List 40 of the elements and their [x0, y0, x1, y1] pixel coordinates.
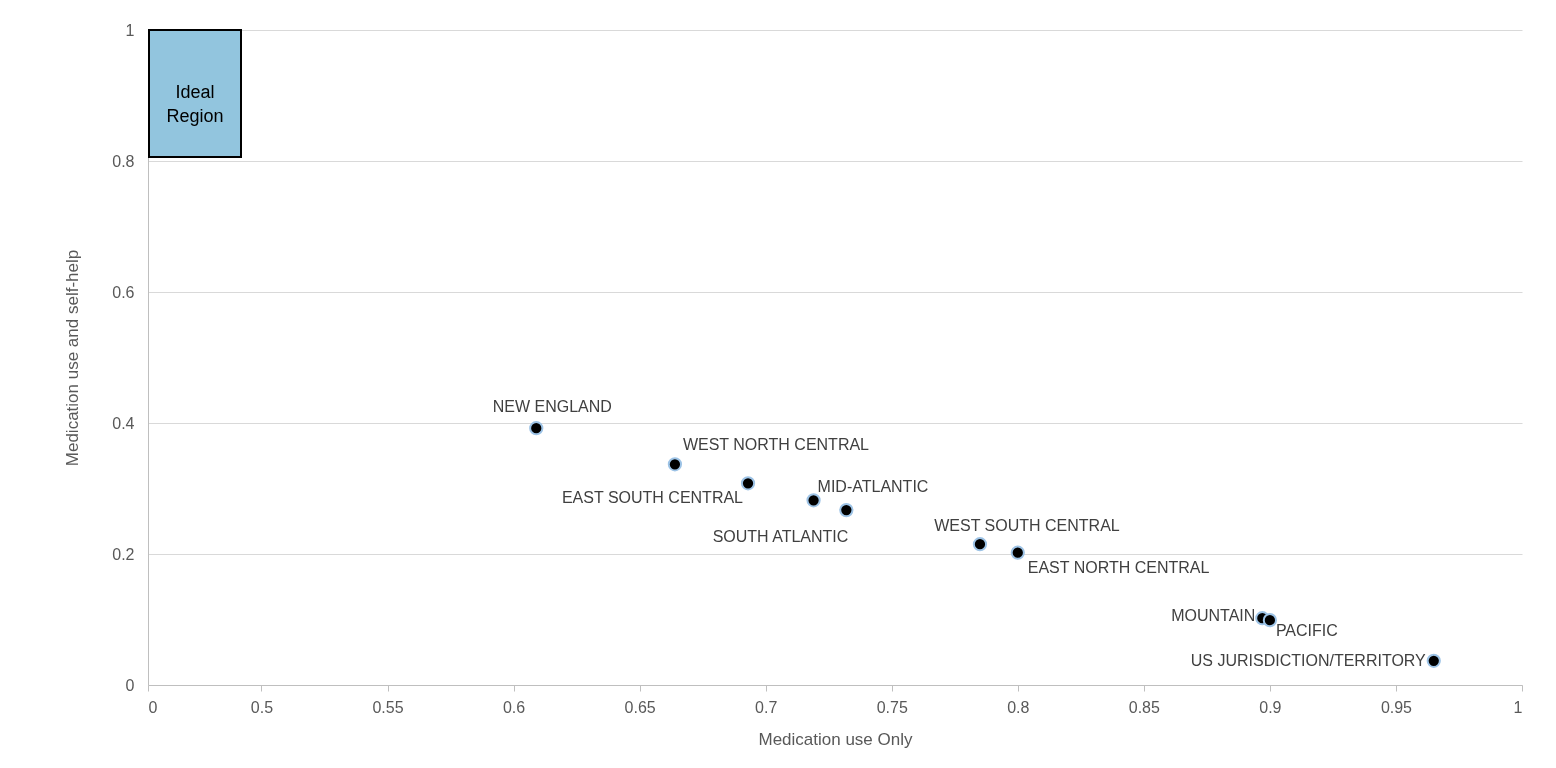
y-axis-title: Medication use and self-help [63, 249, 83, 467]
x-tick-label: 0.85 [1128, 698, 1161, 716]
annotation: WEST NORTH CENTRAL [682, 436, 870, 454]
x-axis-title: Medication use Only [758, 729, 914, 749]
point [1426, 653, 1441, 668]
annotation: PACIFIC [1275, 622, 1338, 640]
point [740, 476, 756, 491]
annotation: US JURISDICTION/TERRITORY [1190, 651, 1427, 669]
x-tick-label: 0.65 [624, 698, 656, 716]
point [1262, 613, 1278, 628]
x-tick-label: 1 [1513, 698, 1523, 716]
y-tick-label: 0.2 [112, 545, 135, 563]
point [1010, 545, 1025, 560]
annotation: NEW ENGLAND [492, 398, 612, 416]
x-tick-label: 0.6 [502, 698, 526, 716]
y-tick-label: 0.4 [112, 414, 135, 432]
x-tick-label: 0.95 [1380, 698, 1413, 716]
x-tick-label: 0.75 [876, 698, 908, 716]
x-tick-label: 0.9 [1259, 698, 1282, 716]
x-tick-label: 0.7 [755, 698, 778, 716]
point [529, 421, 544, 436]
x-tick-label: 0.55 [372, 698, 404, 716]
point [972, 537, 988, 552]
annotation: MOUNTAIN [1171, 607, 1256, 625]
y-tick-label: 0 [125, 676, 135, 694]
annotation: MID-ATLANTIC [817, 478, 929, 496]
annotation: Ideal Region [166, 82, 224, 126]
point [806, 493, 821, 508]
y-tick-label: 0.6 [112, 283, 135, 301]
annotation: EAST NORTH CENTRAL [1027, 558, 1210, 576]
y-tick-label: 1 [125, 21, 135, 39]
x-tick-label: 0.5 [250, 698, 274, 716]
x-tick-label: 0.8 [1007, 698, 1030, 716]
annotation: EAST SOUTH CENTRAL [561, 489, 744, 507]
annotation: SOUTH ATLANTIC [712, 528, 849, 546]
annotation: WEST SOUTH CENTRAL [934, 517, 1120, 535]
y-tick-label: 0.8 [112, 152, 135, 170]
point [667, 457, 683, 472]
x-tick-label: 0 [148, 698, 158, 716]
point [839, 503, 854, 518]
